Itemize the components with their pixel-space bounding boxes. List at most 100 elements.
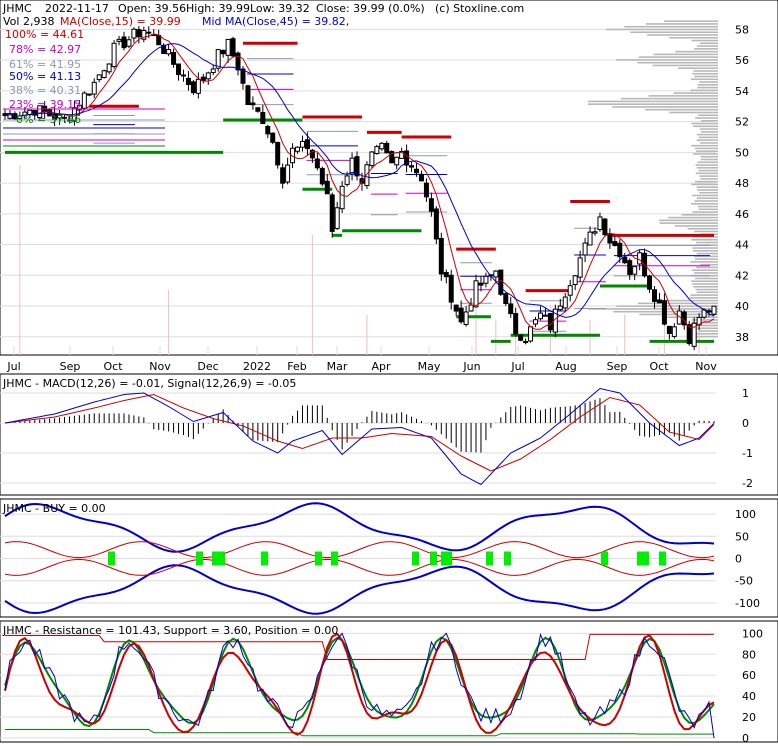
candle-body: [463, 311, 469, 325]
candle-body: [205, 72, 211, 80]
volume-profile-bar: [693, 285, 718, 288]
volume-profile-bar: [700, 131, 718, 133]
candle-body: [602, 218, 608, 236]
volume-profile-bar: [692, 211, 718, 213]
buy-marker: [601, 551, 608, 566]
candle-body: [567, 285, 573, 296]
candle-body: [572, 275, 578, 286]
volume-profile-bar: [700, 324, 718, 327]
candle-body: [686, 324, 692, 345]
candle-body: [146, 31, 152, 34]
buy-panel: 100 50 0 -50 -100 JHMC - BUY = 0.00: [0, 498, 778, 618]
macd-histogram: [9, 398, 715, 453]
candle-body: [523, 341, 529, 344]
volume-profile-bar: [698, 169, 718, 172]
macd-y-tick-label: 1: [742, 387, 749, 400]
macd-y-tick-label: -1: [742, 447, 753, 460]
buy-inner-lower-line: [4, 558, 715, 576]
volume-profile-bar: [675, 50, 718, 53]
candle-body: [409, 165, 415, 168]
volume-profile-bar: [699, 128, 718, 130]
header-low: Low: 39.32: [250, 2, 310, 15]
candle-body: [136, 29, 142, 38]
volume-profile-bar: [694, 258, 718, 260]
volume-profile-bar: [695, 164, 718, 166]
candle-body: [354, 156, 360, 177]
candle-body: [518, 334, 524, 341]
volume-profile-bar: [587, 100, 718, 103]
price-y-tick-label: 48: [735, 177, 749, 190]
candle-body: [562, 296, 568, 309]
volume-profile-bar: [696, 291, 718, 294]
header-open: Open: 39.56: [118, 2, 186, 15]
volume-profile-bar: [692, 283, 718, 285]
volume-profile-bar: [700, 158, 718, 161]
candle-body: [542, 314, 548, 317]
volume-profile-bar: [612, 106, 718, 108]
candle-body: [582, 242, 588, 256]
buy-marker: [504, 551, 511, 566]
candle-body: [389, 151, 395, 164]
buy-markers: [108, 551, 666, 566]
volume-profile-bar: [645, 23, 718, 25]
buy-marker: [430, 551, 437, 566]
fib-label-50: 50% = 41.13: [9, 70, 81, 83]
volume-profile-bar: [696, 241, 718, 244]
volume-profile-bar: [695, 147, 718, 150]
volume-profile-bar: [588, 308, 718, 310]
volume-profile-bar: [691, 238, 718, 241]
volume-profile-bar: [690, 261, 718, 263]
candle-body: [176, 63, 182, 76]
buy-upper-band: [4, 502, 715, 553]
candle-body: [141, 29, 147, 40]
candle-body: [478, 282, 484, 286]
buy-marker: [108, 551, 115, 566]
buy-marker: [659, 551, 666, 566]
price-x-axis: Jul Sep Oct Nov Dec 2022 Feb Mar Apr May Jun Jul Aug…: [6, 360, 717, 373]
volume-profile-bar: [696, 167, 718, 169]
candle-body: [290, 147, 296, 164]
candle-body: [280, 167, 286, 184]
header-symbol: JHMC: [2, 2, 32, 15]
volume-profile-bar: [697, 327, 718, 330]
volume-profile-bar: [700, 263, 718, 266]
buy-inner-upper-line: [4, 541, 715, 559]
volume-profile-bar: [696, 252, 718, 255]
volume-profile-bar: [692, 247, 718, 249]
candle-body: [344, 175, 350, 185]
price-x-tick-label: Nov: [149, 360, 171, 373]
candle-body: [671, 326, 677, 337]
volume-profile-bar: [700, 155, 718, 158]
buy-marker: [196, 551, 203, 566]
price-y-tick-label: 56: [735, 54, 749, 67]
volume-profile-bar: [695, 117, 718, 119]
rs-y-tick-label: 60: [742, 669, 756, 682]
fib-label-78: 78% = 42.97: [9, 43, 81, 56]
candle-body: [116, 38, 122, 42]
candle-body: [190, 81, 196, 94]
candle-body: [676, 310, 682, 325]
candle-body: [295, 146, 301, 152]
buy-marker: [315, 551, 322, 566]
candle-body: [309, 149, 315, 159]
candle-body: [304, 139, 310, 150]
volume-profile-bar: [695, 288, 718, 291]
volume-profile-bar: [669, 111, 718, 114]
volume-profile-bar: [620, 97, 718, 100]
candle-body: [329, 194, 335, 232]
candle-body: [220, 49, 226, 55]
candle-body: [597, 216, 603, 231]
candle-body: [399, 151, 405, 159]
volume-profile-bar: [693, 335, 718, 338]
candle-body: [498, 269, 504, 295]
volume-profile-bar: [697, 161, 718, 164]
price-y-tick-label: 42: [735, 269, 749, 282]
candle-body: [106, 63, 112, 73]
volume-profile-bar: [674, 225, 718, 227]
fib-label-23: 23% = 39.15: [9, 98, 81, 111]
buy-lower-band: [4, 564, 715, 615]
rs-panel: 100 80 60 40 20 0 JHMC - Resistance = 101.43,…: [0, 620, 778, 745]
candlesticks: [2, 26, 717, 351]
candle-body: [364, 164, 370, 187]
